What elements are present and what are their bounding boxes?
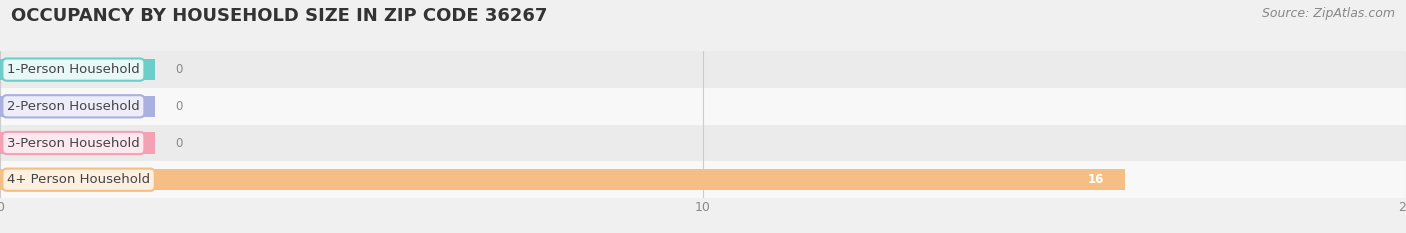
Text: Source: ZipAtlas.com: Source: ZipAtlas.com — [1261, 7, 1395, 20]
Bar — [0, 96, 155, 117]
Bar — [0, 125, 1406, 161]
Bar — [0, 132, 155, 154]
Text: 3-Person Household: 3-Person Household — [7, 137, 139, 150]
Text: 16: 16 — [1087, 173, 1104, 186]
Text: 2-Person Household: 2-Person Household — [7, 100, 139, 113]
Text: 0: 0 — [176, 63, 183, 76]
Bar — [0, 88, 1406, 125]
Text: OCCUPANCY BY HOUSEHOLD SIZE IN ZIP CODE 36267: OCCUPANCY BY HOUSEHOLD SIZE IN ZIP CODE … — [11, 7, 547, 25]
Text: 4+ Person Household: 4+ Person Household — [7, 173, 150, 186]
Text: 0: 0 — [176, 100, 183, 113]
Bar — [0, 51, 1406, 88]
Text: 0: 0 — [176, 137, 183, 150]
Bar — [0, 169, 1125, 190]
Bar — [0, 59, 155, 80]
Bar — [0, 161, 1406, 198]
Text: 1-Person Household: 1-Person Household — [7, 63, 139, 76]
